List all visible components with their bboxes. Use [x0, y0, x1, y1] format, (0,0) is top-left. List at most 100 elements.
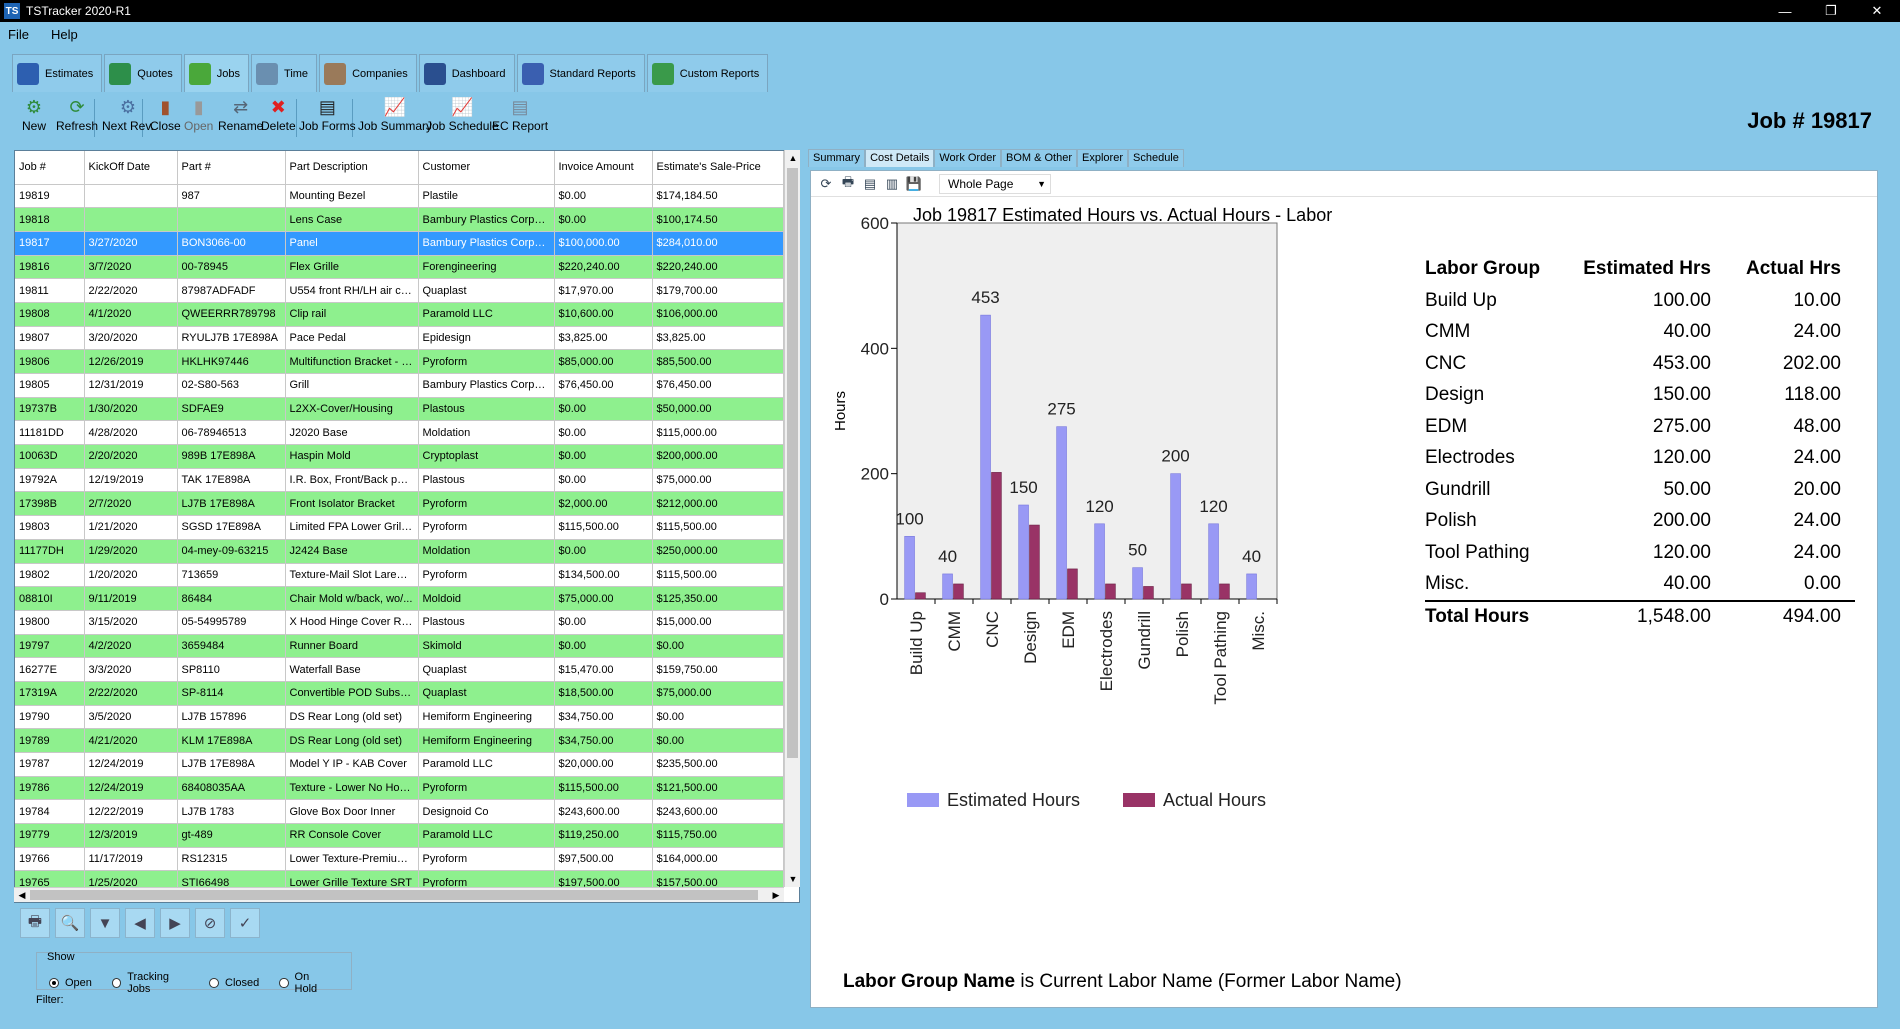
scroll-right-icon[interactable]: ▶	[772, 890, 780, 900]
checklist-button[interactable]: ✓	[230, 908, 260, 938]
radio-closed[interactable]: Closed	[209, 971, 259, 995]
table-row[interactable]: 19817 3/27/2020 BON3066-00 Panel Bambury Pla…	[15, 231, 784, 256]
radio-on-hold[interactable]: On Hold	[279, 971, 331, 995]
menu-help[interactable]: Help	[50, 26, 78, 42]
table-row[interactable]: 19792A 12/19/2019 TAK 17E898A I.R. Box, Fro…	[15, 468, 784, 493]
menu-file[interactable]: File	[8, 26, 29, 42]
table-row[interactable]: 19807 3/20/2020 RYULJ7B 17E898A Pace Pedal E…	[15, 326, 784, 351]
table-row[interactable]: 19784 12/22/2019 LJ7B 1783 Glove Box Door I…	[15, 799, 784, 825]
maximize-button[interactable]: ❐	[1825, 3, 1837, 18]
ec-report-button[interactable]: ▤ EC Report	[492, 95, 548, 133]
table-row[interactable]: 19803 1/21/2020 SGSD 17E898A Limited FPA Lo…	[15, 515, 784, 540]
column-header[interactable]: Estimate's Sale-Price	[652, 151, 784, 185]
table-cell: Plastile	[418, 184, 555, 209]
refresh-report-icon[interactable]: ⟳	[820, 175, 832, 191]
table-row[interactable]: 19787 12/24/2019 LJ7B 17E898A Model Y IP - …	[15, 752, 784, 777]
table-cell: $0.00	[554, 468, 653, 493]
module-tab-companies[interactable]: Companies	[319, 54, 417, 92]
table-row[interactable]: 08810I 9/11/2019 86484 Chair Mold w/back, w…	[15, 586, 784, 611]
radio-open[interactable]: Open	[49, 971, 92, 995]
job-schedule-button[interactable]: 📈 Job Schedule	[426, 95, 499, 133]
radio-tracking-jobs[interactable]: Tracking Jobs	[111, 971, 189, 995]
table-row[interactable]: 11181DD 4/28/2020 06-78946513 J2020 Base Mol…	[15, 420, 784, 446]
table-row[interactable]: 19800 3/15/2020 05-54995789 X Hood Hinge Co…	[15, 610, 784, 635]
table-row[interactable]: 19737B 1/30/2020 SDFAE9 L2XX-Cover/Housing P…	[15, 397, 784, 422]
stop-button[interactable]: ⊘	[195, 908, 225, 938]
previous-button[interactable]: ◀	[125, 908, 155, 938]
quotes-icon	[109, 62, 132, 85]
new-button[interactable]: ⚙ New	[22, 95, 46, 133]
column-header[interactable]: Job #	[15, 151, 85, 185]
grid-vertical-scrollbar[interactable]: ▲ ▼	[784, 150, 800, 887]
table-cell: Pyroform	[418, 563, 555, 588]
table-row[interactable]: 17398B 2/7/2020 LJ7B 17E898A Front Isolator…	[15, 491, 784, 517]
grid-horizontal-scrollbar[interactable]: ◀ ▶	[14, 887, 784, 902]
table-row[interactable]: 19806 12/26/2019 HKLHK97446 Multifunction B…	[15, 349, 784, 374]
report-tab-work-order[interactable]: Work Order	[934, 149, 1001, 167]
table-row[interactable]: 19805 12/31/2019 02-S80-563 Grill Bambury Pl…	[15, 373, 784, 398]
page-setup-icon[interactable]: ▤	[863, 175, 877, 191]
job-forms-button[interactable]: ▤ Job Forms	[299, 95, 356, 133]
table-row[interactable]: 11177DH 1/29/2020 04-mey-09-63215 J2424 Bas…	[15, 539, 784, 564]
close-button[interactable]: ▮ Close	[150, 95, 181, 133]
open-button[interactable]: ▮ Open	[184, 95, 213, 133]
table-row[interactable]: 19819 987 Mounting Bezel Plastile $0.00 $174,…	[15, 184, 784, 209]
module-tab-standard-reports[interactable]: Standard Reports	[516, 54, 645, 92]
hscroll-thumb[interactable]	[30, 890, 758, 900]
table-row[interactable]: 16277E 3/3/2020 SP8110 Waterfall Base Quapla…	[15, 657, 784, 682]
module-tab-label: Companies	[352, 67, 408, 80]
scroll-down-icon[interactable]: ▼	[788, 874, 798, 884]
zoom-select[interactable]: Whole Page ▼	[939, 173, 1051, 194]
preview-button[interactable]: 🔍	[55, 908, 85, 938]
module-tab-quotes[interactable]: Quotes	[104, 54, 182, 92]
labor-header-cell: Estimated Hrs	[1583, 258, 1711, 279]
table-row[interactable]: 19797 4/2/2020 3659484 Runner Board Skimold $…	[15, 634, 784, 659]
table-row[interactable]: 19789 4/21/2020 KLM 17E898A DS Rear Long (o…	[15, 728, 784, 753]
table-row[interactable]: 19816 3/7/2020 00-78945 Flex Grille Forengin…	[15, 255, 784, 280]
minimize-button[interactable]: —	[1778, 3, 1792, 19]
module-tab-estimates[interactable]: Estimates	[12, 54, 103, 92]
job-summary-button[interactable]: 📈 Job Summary	[358, 95, 432, 133]
report-tab-summary[interactable]: Summary	[808, 149, 866, 167]
scroll-left-icon[interactable]: ◀	[18, 890, 26, 900]
preview-icon: 🔍	[60, 915, 80, 932]
table-row[interactable]: 19790 3/5/2020 LJ7B 157896 DS Rear Long (ol…	[15, 705, 784, 730]
next-rev-button[interactable]: ⚙ Next Rev.	[102, 95, 154, 133]
refresh-button[interactable]: ⟳ Refresh	[56, 95, 98, 133]
print-layout-icon[interactable]: ▥	[885, 175, 899, 191]
column-header[interactable]: KickOff Date	[84, 151, 178, 185]
close-window-button[interactable]: ✕	[1871, 3, 1883, 18]
export-icon[interactable]: 💾	[905, 175, 923, 191]
column-header[interactable]: Part Description	[285, 151, 419, 185]
next-button[interactable]: ▶	[160, 908, 190, 938]
report-tab-bom-other[interactable]: BOM & Other	[1001, 149, 1078, 167]
print-report-icon[interactable]: 🖶	[841, 173, 855, 189]
rename-button[interactable]: ⇄ Rename	[218, 95, 263, 133]
report-tab-schedule[interactable]: Schedule	[1128, 149, 1184, 167]
table-row[interactable]: 19766 11/17/2019 RS12315 Lower Texture-Prem…	[15, 847, 784, 872]
table-row[interactable]: 19818 Lens Case Bambury Plastics Corpora..…	[15, 207, 784, 232]
report-tab-explorer[interactable]: Explorer	[1077, 149, 1128, 167]
table-row[interactable]: 19802 1/20/2020 713659 Texture-Mail Slot La…	[15, 563, 784, 588]
table-row[interactable]: 17319A 2/22/2020 SP-8114 Convertible POD Su…	[15, 681, 784, 706]
column-header[interactable]: Part #	[177, 151, 286, 185]
table-row[interactable]: 19811 2/22/2020 87987ADFADF U554 front RH/L…	[15, 278, 784, 303]
delete-button[interactable]: ✖ Delete	[261, 95, 296, 133]
table-row[interactable]: 19779 12/3/2019 gt-489 RR Console Cover Para…	[15, 823, 784, 848]
print-button[interactable]: 🖶	[20, 908, 50, 938]
table-cell: $0.00	[652, 634, 784, 659]
module-tab-time[interactable]: Time	[251, 54, 318, 92]
column-header[interactable]: Invoice Amount	[554, 151, 653, 185]
module-tab-jobs[interactable]: Jobs	[183, 54, 250, 92]
table-row[interactable]: 19786 12/24/2019 68408035AA Texture - Lower…	[15, 776, 784, 801]
report-tab-cost-details[interactable]: Cost Details	[865, 149, 935, 167]
table-cell: $15,000.00	[652, 610, 784, 635]
module-tab-dashboard[interactable]: Dashboard	[418, 54, 515, 92]
table-row[interactable]: 19808 4/1/2020 QWEERRR789798 Clip rail Param…	[15, 302, 784, 327]
table-row[interactable]: 10063D 2/20/2020 989B 17E898A Haspin Mold Cr…	[15, 444, 784, 469]
column-header[interactable]: Customer	[418, 151, 555, 185]
scroll-up-icon[interactable]: ▲	[788, 153, 798, 163]
scroll-thumb[interactable]	[787, 168, 798, 758]
module-tab-custom-reports[interactable]: Custom Reports	[646, 54, 769, 92]
filter-button[interactable]: ▼	[90, 908, 120, 938]
